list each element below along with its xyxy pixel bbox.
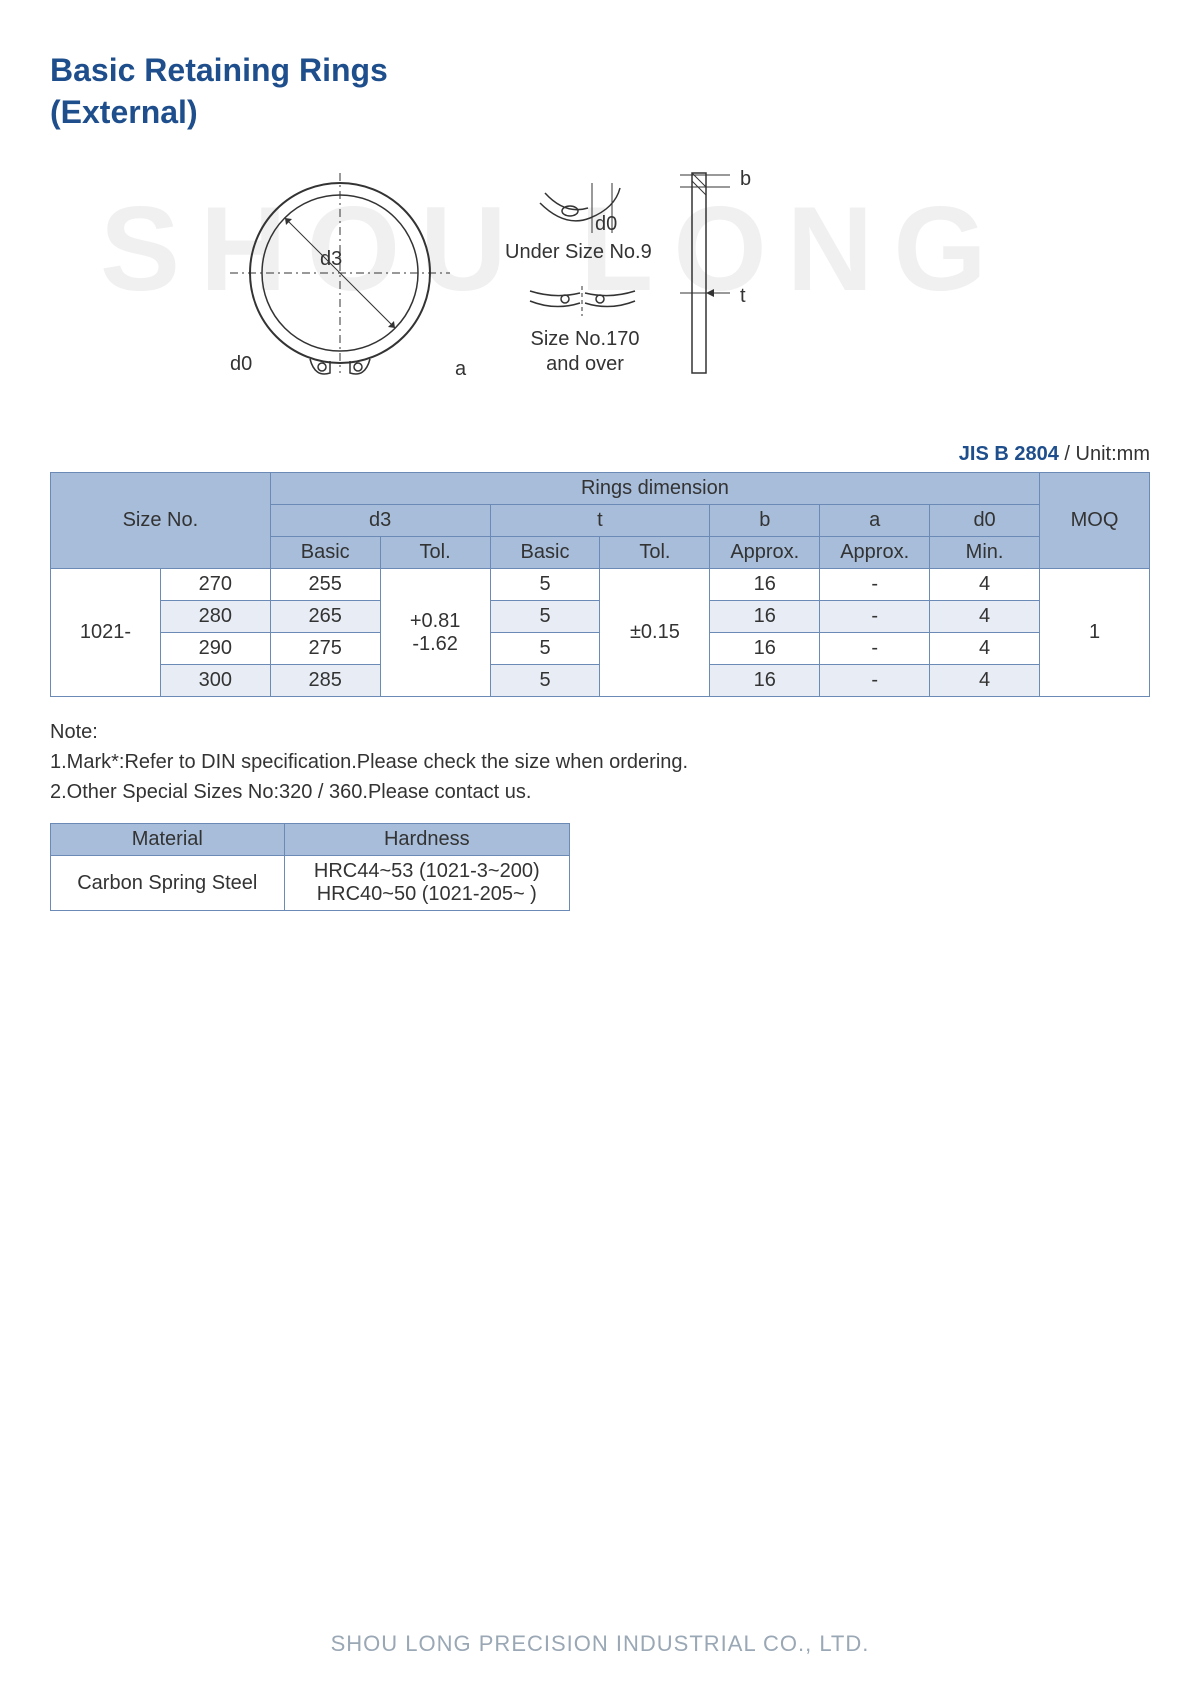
td-material: Carbon Spring Steel [51,856,285,911]
th-material: Material [51,824,285,856]
hardness-line-2: HRC40~50 (1021-205~ ) [287,883,567,906]
spec-line: JIS B 2804 / Unit:mm [50,443,1150,466]
td-d0: 4 [930,601,1040,633]
td-moq: 1 [1040,569,1150,697]
note-2: 2.Other Special Sizes No:320 / 360.Pleas… [50,777,1150,807]
th-size-no: Size No. [51,473,271,569]
label-b: b [740,168,751,191]
label-d3: d3 [320,248,342,271]
th-hardness: Hardness [284,824,569,856]
page-title: Basic Retaining Rings (External) [50,50,1150,133]
label-t: t [740,285,746,308]
td-a: - [820,665,930,697]
td-d3: 255 [270,569,380,601]
label-d0-main: d0 [230,353,252,376]
th-d3-basic: Basic [270,537,380,569]
td-d0: 4 [930,633,1040,665]
td-prefix: 1021- [51,569,161,697]
material-table: Material Hardness Carbon Spring Steel HR… [50,823,570,911]
td-b: 16 [710,569,820,601]
table-row: 1021-270255+0.81-1.625±0.1516-41 [51,569,1150,601]
td-size: 290 [160,633,270,665]
td-d0: 4 [930,569,1040,601]
label-over170-l2: and over [520,353,650,376]
th-d3-tol: Tol. [380,537,490,569]
th-t-basic: Basic [490,537,600,569]
th-d3: d3 [270,505,490,537]
title-line-2: (External) [50,94,198,130]
td-d3-tol: +0.81-1.62 [380,569,490,697]
note-1: 1.Mark*:Refer to DIN specification.Pleas… [50,747,1150,777]
dimension-table: Size No. Rings dimension MOQ d3 t b a d0… [50,472,1150,697]
td-size: 270 [160,569,270,601]
td-hardness: HRC44~53 (1021-3~200) HRC40~50 (1021-205… [284,856,569,911]
td-d3: 265 [270,601,380,633]
label-over170-l1: Size No.170 [520,328,650,351]
th-d0-min: Min. [930,537,1040,569]
label-d0-detail: d0 [595,213,617,236]
td-size: 300 [160,665,270,697]
td-d3: 275 [270,633,380,665]
spec-unit: / Unit:mm [1059,443,1150,465]
th-b-approx: Approx. [710,537,820,569]
td-t: 5 [490,665,600,697]
notes-block: Note: 1.Mark*:Refer to DIN specification… [50,717,1150,807]
label-under9: Under Size No.9 [505,241,652,264]
note-header: Note: [50,717,1150,747]
lug-under9-icon [520,173,650,243]
side-view-icon [670,163,760,393]
th-t-tol: Tol. [600,537,710,569]
td-size: 280 [160,601,270,633]
lug-over170-icon [520,281,650,331]
technical-diagram: d3 d0 a d0 Under Size No.9 Size No.170 a… [200,163,1150,413]
ring-diagram-icon [220,163,460,403]
td-a: - [820,569,930,601]
th-rings-dim: Rings dimension [270,473,1039,505]
footer-company: SHOU LONG PRECISION INDUSTRIAL CO., LTD. [0,1631,1200,1657]
td-t: 5 [490,633,600,665]
td-t: 5 [490,569,600,601]
hardness-line-1: HRC44~53 (1021-3~200) [287,860,567,883]
td-d0: 4 [930,665,1040,697]
td-t: 5 [490,601,600,633]
th-a: a [820,505,930,537]
th-d0: d0 [930,505,1040,537]
th-a-approx: Approx. [820,537,930,569]
th-moq: MOQ [1040,473,1150,569]
td-a: - [820,633,930,665]
td-a: - [820,601,930,633]
td-b: 16 [710,601,820,633]
td-b: 16 [710,665,820,697]
th-b: b [710,505,820,537]
th-t: t [490,505,710,537]
td-t-tol: ±0.15 [600,569,710,697]
td-d3: 285 [270,665,380,697]
td-b: 16 [710,633,820,665]
label-a: a [455,358,466,381]
spec-code: JIS B 2804 [959,443,1059,465]
title-line-1: Basic Retaining Rings [50,52,388,88]
